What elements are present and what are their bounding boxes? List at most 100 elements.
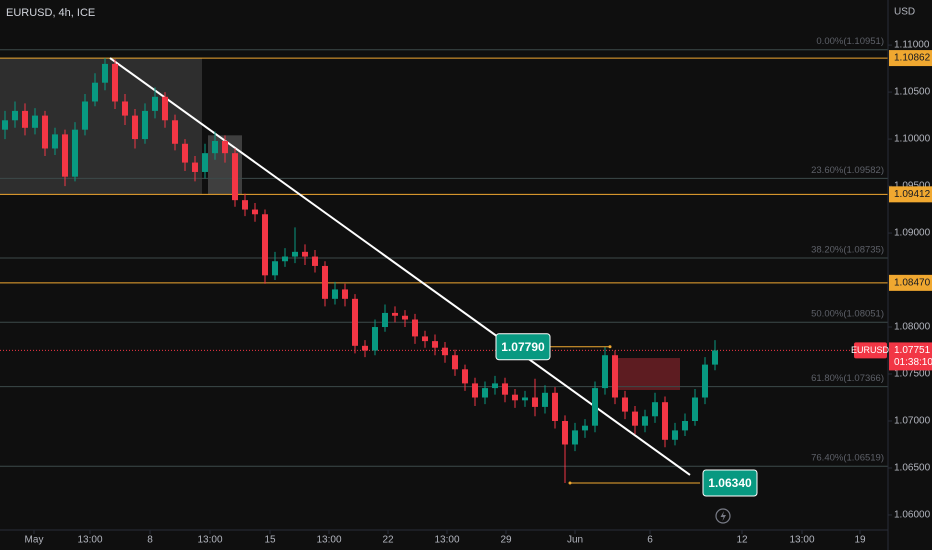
candle-body [702, 364, 708, 398]
y-tick-label: 1.07000 [894, 416, 931, 427]
candle-body [52, 134, 58, 149]
symbol-tag-label: EURUSD [851, 345, 890, 355]
candle-body [72, 129, 78, 177]
x-tick-label: 15 [264, 535, 276, 546]
candle-body [12, 110, 18, 121]
annotation-label: 1.07790 [501, 340, 545, 354]
candle-body [612, 355, 618, 398]
candle-body [252, 209, 258, 215]
x-tick-label: 13:00 [434, 535, 459, 546]
candle-body [622, 397, 628, 412]
candle-body [172, 120, 178, 144]
candle-body [692, 397, 698, 421]
candle-body [292, 251, 298, 257]
candle-body [632, 411, 638, 426]
candle-body [82, 101, 88, 130]
x-tick-label: 6 [647, 535, 653, 546]
y-tick-label: 1.06500 [894, 463, 931, 474]
candle-body [332, 289, 338, 299]
x-tick-label: 13:00 [77, 535, 102, 546]
x-tick-label: 13:00 [316, 535, 341, 546]
zone [0, 58, 202, 195]
candle-body [222, 140, 228, 154]
candle-body [682, 420, 688, 431]
candle-body [442, 347, 448, 356]
symbol-title: EURUSD, 4h, ICE [6, 7, 95, 19]
level-label: 1.10862 [894, 53, 931, 64]
annotation-dot [568, 481, 572, 485]
candle-body [712, 350, 718, 365]
candle-body [542, 392, 548, 407]
candle-body [342, 289, 348, 299]
plot-area: 0.00%(1.10951) 23.60%(1.09582) 38.20%(1.08… [0, 36, 888, 497]
level-tag [889, 274, 932, 291]
level-tag [889, 50, 932, 67]
x-tick-label: May [25, 535, 44, 546]
y-tick-label: 1.07500 [894, 369, 931, 380]
replay-icon[interactable] [715, 508, 731, 524]
candle-body [432, 341, 438, 348]
x-tick-label: 8 [147, 535, 153, 546]
annotation-dot [608, 345, 612, 349]
candle-body [502, 383, 508, 395]
candle-body [212, 140, 218, 154]
candle-body [92, 82, 98, 102]
candle-body [312, 256, 318, 266]
candle-body [392, 312, 398, 316]
y-tick-label: 1.10500 [894, 87, 931, 98]
fib-label: 50.00%(1.08051) [811, 309, 884, 320]
zone [612, 358, 680, 390]
candle-body [472, 383, 478, 398]
candle-body [662, 402, 668, 440]
candle-body [162, 96, 168, 121]
candle-body [482, 388, 488, 398]
candle-body [462, 369, 468, 384]
candle-body [382, 312, 388, 328]
candle-body [372, 327, 378, 351]
candle-body [2, 120, 8, 130]
candle-body [32, 115, 38, 128]
level-label: 1.09412 [894, 189, 931, 200]
icon-bolt[interactable] [720, 511, 727, 521]
annotation-box [495, 333, 551, 361]
price-tag-label: 1.07751 [894, 345, 931, 356]
x-tick-label: 29 [500, 535, 512, 546]
candle-body [642, 416, 648, 426]
y-tick-label: 1.06000 [894, 510, 931, 521]
candle-body [552, 392, 558, 421]
candle-body [112, 63, 118, 102]
annotation-box [702, 469, 758, 497]
y-tick-label: 1.09500 [894, 181, 931, 192]
candle-body [102, 63, 108, 83]
icon-circle[interactable] [715, 508, 731, 524]
y-tick-label: 1.10000 [894, 134, 931, 145]
currency-label: USD [894, 7, 915, 18]
annotation-label: 1.06340 [708, 476, 752, 490]
candle-body [142, 110, 148, 140]
y-tick-label: 1.08000 [894, 322, 931, 333]
candle-body [242, 200, 248, 210]
x-tick-label: 13:00 [197, 535, 222, 546]
candle-body [572, 430, 578, 445]
candle-body [42, 115, 48, 149]
candle-body [272, 261, 278, 276]
candle-body [182, 143, 188, 163]
level-label: 1.08470 [894, 277, 931, 288]
fib-label: 76.40%(1.06519) [811, 453, 884, 464]
candle-body [352, 298, 358, 346]
candle-body [192, 162, 198, 172]
candle-body [62, 134, 68, 177]
fib-label: 0.00%(1.10951) [816, 36, 884, 47]
symbol-tag [854, 342, 887, 359]
candle-body [582, 425, 588, 431]
candle-body [232, 153, 238, 201]
candle-body [262, 214, 268, 276]
countdown-label: 01:38:10 [894, 357, 932, 368]
fib-label: 23.60%(1.09582) [811, 165, 884, 176]
candle-body [532, 397, 538, 407]
level-tag [889, 186, 932, 203]
candle-body [122, 101, 128, 116]
price-tag [889, 342, 932, 371]
candle-body [132, 115, 138, 140]
